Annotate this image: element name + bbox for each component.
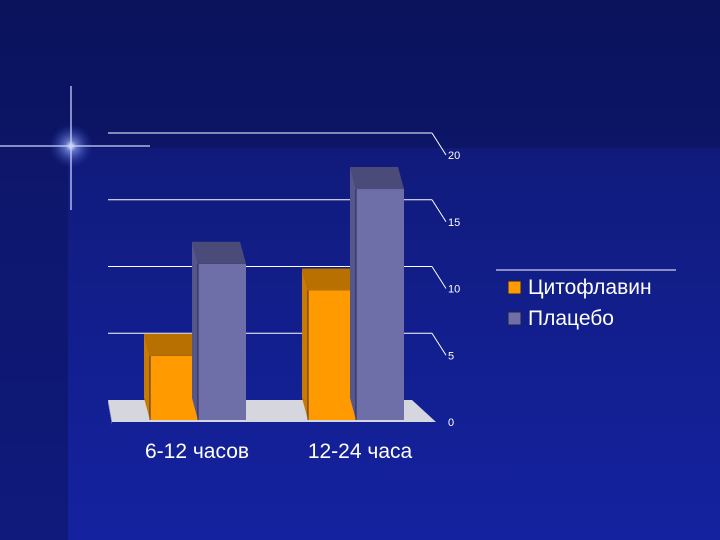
bar-top [302,268,356,291]
gridline-depth [431,332,447,356]
bar-top [192,241,246,264]
legend: Цитофлавин Плацебо [496,269,676,330]
bar-side [302,268,308,420]
y-tick-label: 5 [448,350,454,362]
bar-side [350,167,356,420]
floor-edge [108,400,112,425]
bar-side [192,241,198,420]
y-tick-label: 15 [448,217,460,229]
bar-front [356,189,404,420]
legend-swatch [507,280,522,295]
bar-top [350,167,404,190]
legend-entry-label: Плацебо [528,307,614,330]
gridline-depth [431,132,447,156]
x-axis-categories: 6-12 часов 12-24 часа [145,440,413,463]
gridline-depth [431,199,447,223]
x-category-label: 12-24 часа [308,440,413,463]
bar [144,333,198,420]
y-axis-ticks: 0 5 10 15 20 [448,150,460,429]
bar-side [144,333,150,420]
y-tick-label: 20 [448,150,460,162]
bar [302,268,356,420]
bar-front [198,263,246,420]
bar-front [150,355,198,420]
legend-swatch [507,311,522,326]
bar-top [144,333,198,356]
y-tick-label: 0 [448,417,454,429]
legend-entry-label: Цитофлавин [528,276,652,299]
bar-front [308,290,356,420]
gridline-depth [431,266,447,289]
bars [144,167,404,420]
x-category-label: 6-12 часов [145,440,249,463]
star-flare-icon [0,86,150,210]
bar [192,241,246,420]
bar [350,167,404,420]
y-tick-label: 10 [448,284,460,296]
